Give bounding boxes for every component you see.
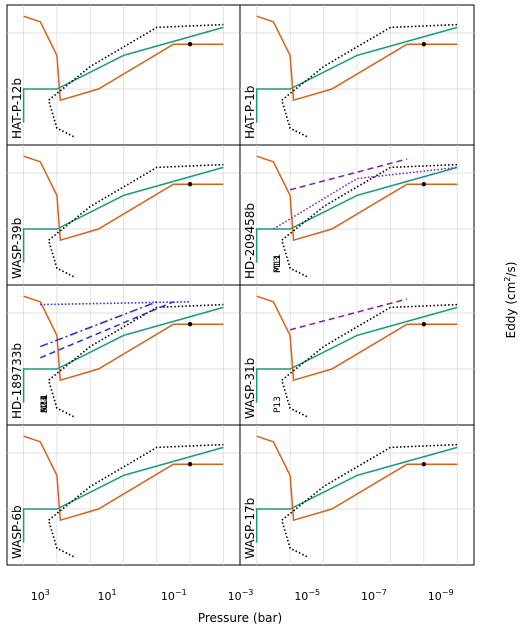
series-a14-line — [40, 301, 158, 348]
x-tick-label: 10−5 — [294, 588, 320, 603]
x-axis-label: Pressure (bar) — [198, 611, 282, 625]
x-tick-label: 10−7 — [361, 588, 387, 603]
series-p13-line — [289, 298, 408, 331]
panel-wasp-39b: WASP-39b — [6, 144, 241, 286]
panel-title: HAT-P-12b — [10, 78, 24, 139]
x-tick-exponent: −1 — [175, 588, 187, 597]
series-m11-line — [40, 301, 191, 306]
marker-point — [187, 322, 193, 327]
x-tick-exponent: −9 — [442, 588, 454, 597]
series-black-dotted-line — [280, 303, 458, 418]
series-p13-line — [289, 158, 408, 191]
marker-point — [421, 462, 427, 467]
series-green-line — [255, 446, 458, 543]
panel-title: WASP-17b — [243, 498, 257, 559]
panel-hat-p-12b: HAT-P-12b — [6, 4, 241, 146]
series-green-line — [255, 166, 458, 263]
legend-entry: P13 — [273, 256, 283, 273]
marker-point — [187, 182, 193, 187]
series-black-dotted-line — [280, 163, 458, 278]
x-tick-exponent: −5 — [308, 588, 320, 597]
panel-wasp-17b: WASP-17b — [239, 424, 475, 566]
panel-title: HD-189733b — [10, 343, 24, 419]
x-tick-label: 10−1 — [161, 588, 187, 603]
series-s21-line — [40, 301, 174, 359]
series-green-line — [22, 166, 224, 263]
panel-title: WASP-31b — [243, 358, 257, 419]
x-tick-label: 10−9 — [428, 588, 454, 603]
x-tick-exponent: 3 — [45, 588, 50, 597]
marker-point — [187, 42, 193, 47]
x-tick-label: 10−3 — [228, 588, 254, 603]
series-black-dotted-line — [47, 303, 224, 418]
series-green-line — [22, 306, 224, 403]
panel-title: HD-209458b — [243, 203, 257, 279]
legend-entry: A14 — [40, 395, 50, 413]
marker-point — [421, 322, 427, 327]
series-orange-line — [23, 155, 224, 242]
legend-entry: M11 — [273, 254, 283, 273]
series-orange-line — [256, 295, 458, 382]
series-orange-line — [256, 435, 458, 522]
panel-title: HAT-P-1b — [243, 86, 257, 139]
series-black-dotted-line — [47, 443, 224, 558]
series-orange-line — [23, 15, 224, 102]
series-green-line — [22, 26, 224, 123]
x-tick-label: 103 — [31, 588, 50, 603]
panel-title: WASP-6b — [10, 505, 24, 559]
series-green-line — [22, 446, 224, 543]
series-orange-line — [23, 435, 224, 522]
series-green-line — [255, 306, 458, 403]
panel-wasp-31b: WASP-31b P13 — [239, 284, 475, 426]
series-m11-line — [273, 166, 458, 230]
marker-point — [421, 42, 427, 47]
y-axis-label: Eddy (cm2/s) — [503, 262, 518, 339]
x-tick-exponent: −3 — [242, 588, 254, 597]
legend-entry: S21 — [40, 396, 50, 413]
series-orange-line — [256, 15, 458, 102]
y-axis-label-sup: 2 — [503, 277, 512, 282]
y-axis-label-end: /s) — [504, 262, 518, 277]
panel-hat-p-1b: HAT-P-1b — [239, 4, 475, 146]
panel-title: WASP-39b — [10, 218, 24, 279]
marker-point — [421, 182, 427, 187]
series-black-dotted-line — [47, 163, 224, 278]
series-green-line — [255, 26, 458, 123]
marker-point — [187, 462, 193, 467]
series-black-dotted-line — [47, 23, 224, 138]
legend-entry: P13 — [273, 396, 283, 413]
x-tick-exponent: −7 — [375, 588, 387, 597]
series-black-dotted-line — [280, 23, 458, 138]
series-orange-line — [256, 155, 458, 242]
series-black-dotted-line — [280, 443, 458, 558]
legend-entry: M11 — [40, 394, 50, 413]
x-tick-exponent: 1 — [112, 588, 117, 597]
panel-wasp-6b: WASP-6b — [6, 424, 241, 566]
series-orange-line — [23, 295, 224, 382]
x-tick-label: 101 — [98, 588, 117, 603]
